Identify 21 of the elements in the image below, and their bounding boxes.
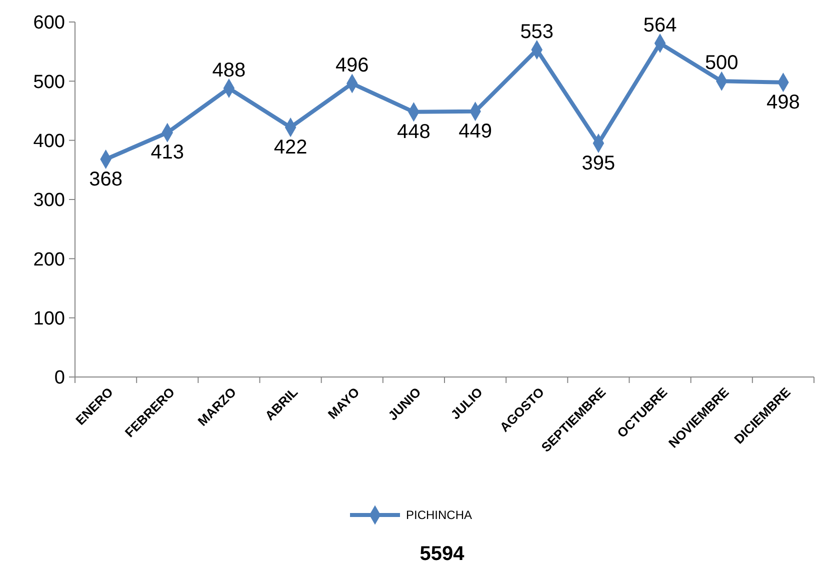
data-label: 564 <box>643 14 677 36</box>
y-tick-label: 100 <box>33 308 65 330</box>
data-label: 449 <box>458 120 492 142</box>
y-tick-label: 300 <box>33 190 65 212</box>
y-tick-label: 0 <box>54 368 65 389</box>
data-label: 395 <box>582 152 616 174</box>
text: 5594 <box>420 543 466 565</box>
data-label: 488 <box>212 59 246 82</box>
y-tick-label: 500 <box>33 72 65 93</box>
data-label: 368 <box>89 168 122 190</box>
data-label: 448 <box>397 120 430 143</box>
data-label: 553 <box>520 20 554 43</box>
data-label: 498 <box>766 91 800 114</box>
data-label: 500 <box>704 52 738 74</box>
y-tick-label: 600 <box>33 12 65 34</box>
y-tick-label: 200 <box>33 249 65 270</box>
data-label: 413 <box>150 142 184 164</box>
data-label: 422 <box>274 136 308 158</box>
y-tick-label: 400 <box>33 130 65 152</box>
legend-label: PICHINCHA <box>406 508 472 522</box>
data-label: 496 <box>335 54 369 77</box>
